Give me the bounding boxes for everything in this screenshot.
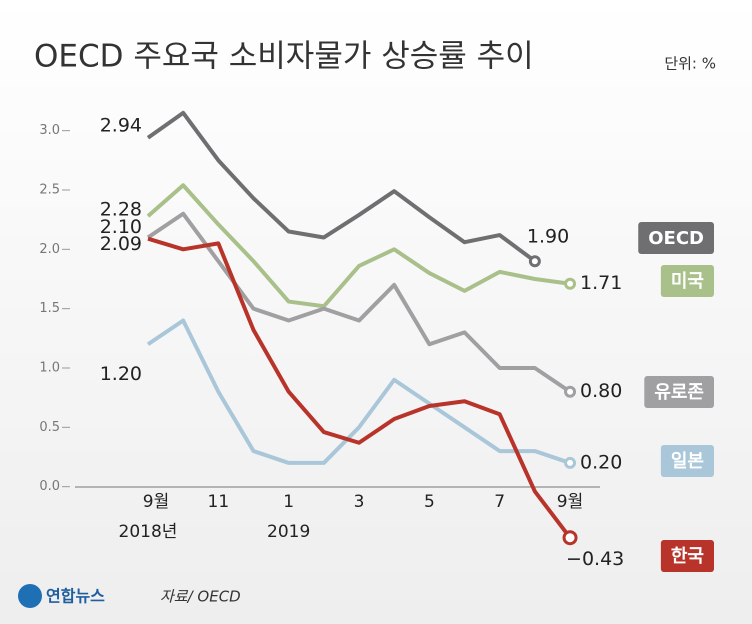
- legend-label: 한국: [671, 546, 704, 567]
- legend-box: [660, 540, 714, 572]
- legend-box: [660, 445, 714, 477]
- end-marker: [562, 530, 578, 546]
- value-label: 1.20: [100, 363, 142, 385]
- year-label: 2019: [267, 522, 310, 542]
- value-label: 0.20: [580, 451, 622, 473]
- end-marker: [564, 385, 577, 398]
- value-label: 0.80: [580, 380, 622, 402]
- value-label: 2.09: [100, 233, 142, 255]
- y-tick-label: 1.0: [39, 361, 60, 376]
- y-tick-label: 2.5: [39, 183, 60, 198]
- legend-item: 미국: [660, 265, 714, 297]
- value-label: 2.10: [100, 216, 142, 238]
- x-tick-label: 1: [283, 492, 294, 512]
- y-tick-label: 0.5: [39, 420, 60, 435]
- end-marker: [564, 456, 577, 469]
- legend-item: OECD: [638, 222, 714, 254]
- logo-icon: [18, 584, 42, 608]
- legend-label: OECD: [648, 228, 704, 249]
- value-label: −0.43: [566, 548, 624, 570]
- y-tick-label: 3.0: [39, 123, 60, 138]
- value-label: 1.90: [527, 226, 569, 248]
- legend-item: 유로존: [644, 376, 714, 408]
- legend-box: [644, 376, 714, 408]
- series-line: [146, 110, 537, 263]
- series-line: [146, 318, 571, 465]
- y-tick-label: 1.5: [39, 301, 60, 316]
- x-tick-label: 3: [354, 492, 365, 512]
- legend-box: [660, 265, 714, 297]
- legend-item: 일본: [660, 445, 714, 477]
- end-marker: [528, 255, 541, 268]
- value-label: 1.71: [580, 272, 622, 294]
- legend-box: [638, 222, 714, 254]
- series-line: [146, 183, 571, 309]
- chart-title: OECD 주요국 소비자물가 상승률 추이: [34, 39, 534, 75]
- year-label: 2018년: [119, 522, 178, 542]
- end-marker: [564, 277, 577, 290]
- legend-label: 일본: [671, 451, 704, 472]
- x-tick-label: 9월: [143, 492, 169, 512]
- x-tick-label: 9월: [557, 492, 583, 512]
- logo: 연합뉴스: [46, 587, 105, 606]
- x-tick-label: 5: [424, 492, 435, 512]
- unit-label: 단위: %: [664, 55, 716, 73]
- x-tick-label: 11: [208, 492, 230, 512]
- legend-label: 유로존: [654, 382, 704, 403]
- x-tick-label: 7: [494, 492, 505, 512]
- legend-item: 한국: [660, 540, 714, 572]
- y-tick-label: 2.0: [39, 242, 60, 257]
- value-label: 2.28: [100, 199, 142, 221]
- y-tick-label: 0.0: [39, 479, 60, 494]
- source: 자료/ OECD: [160, 588, 241, 606]
- legend-label: 미국: [671, 271, 704, 292]
- value-label: 2.94: [100, 114, 142, 136]
- series-line: [147, 236, 572, 539]
- series-line: [146, 211, 572, 394]
